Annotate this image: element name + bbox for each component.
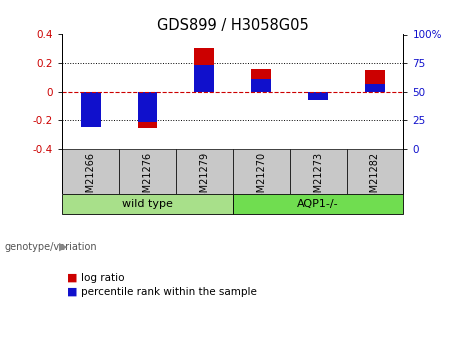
Bar <box>233 194 403 214</box>
Text: ■: ■ <box>67 287 77 296</box>
Bar <box>290 149 347 194</box>
Text: GSM21282: GSM21282 <box>370 152 380 205</box>
Bar <box>365 83 385 91</box>
Text: GSM21276: GSM21276 <box>142 152 153 205</box>
Bar <box>62 149 119 194</box>
Bar <box>81 91 100 127</box>
Text: percentile rank within the sample: percentile rank within the sample <box>81 287 257 296</box>
Text: GSM21279: GSM21279 <box>199 152 209 205</box>
Text: AQP1-/-: AQP1-/- <box>297 199 339 209</box>
Bar <box>62 194 233 214</box>
Bar <box>119 149 176 194</box>
Bar <box>308 91 328 99</box>
Bar <box>195 65 214 91</box>
Bar <box>81 91 100 110</box>
Bar <box>176 149 233 194</box>
Text: log ratio: log ratio <box>81 273 124 283</box>
Bar <box>195 48 214 91</box>
Text: wild type: wild type <box>122 199 173 209</box>
Text: ▶: ▶ <box>59 242 67 252</box>
Text: genotype/variation: genotype/variation <box>5 242 97 252</box>
Bar <box>251 69 271 91</box>
Bar <box>308 91 328 100</box>
Title: GDS899 / H3058G05: GDS899 / H3058G05 <box>157 18 309 33</box>
Bar <box>347 149 403 194</box>
Bar <box>137 91 158 122</box>
Text: GSM21270: GSM21270 <box>256 152 266 205</box>
Text: ■: ■ <box>67 273 77 283</box>
Text: GSM21266: GSM21266 <box>86 152 96 205</box>
Bar <box>365 70 385 91</box>
Bar <box>137 91 158 128</box>
Text: GSM21273: GSM21273 <box>313 152 323 205</box>
Bar <box>233 149 290 194</box>
Bar <box>251 79 271 91</box>
